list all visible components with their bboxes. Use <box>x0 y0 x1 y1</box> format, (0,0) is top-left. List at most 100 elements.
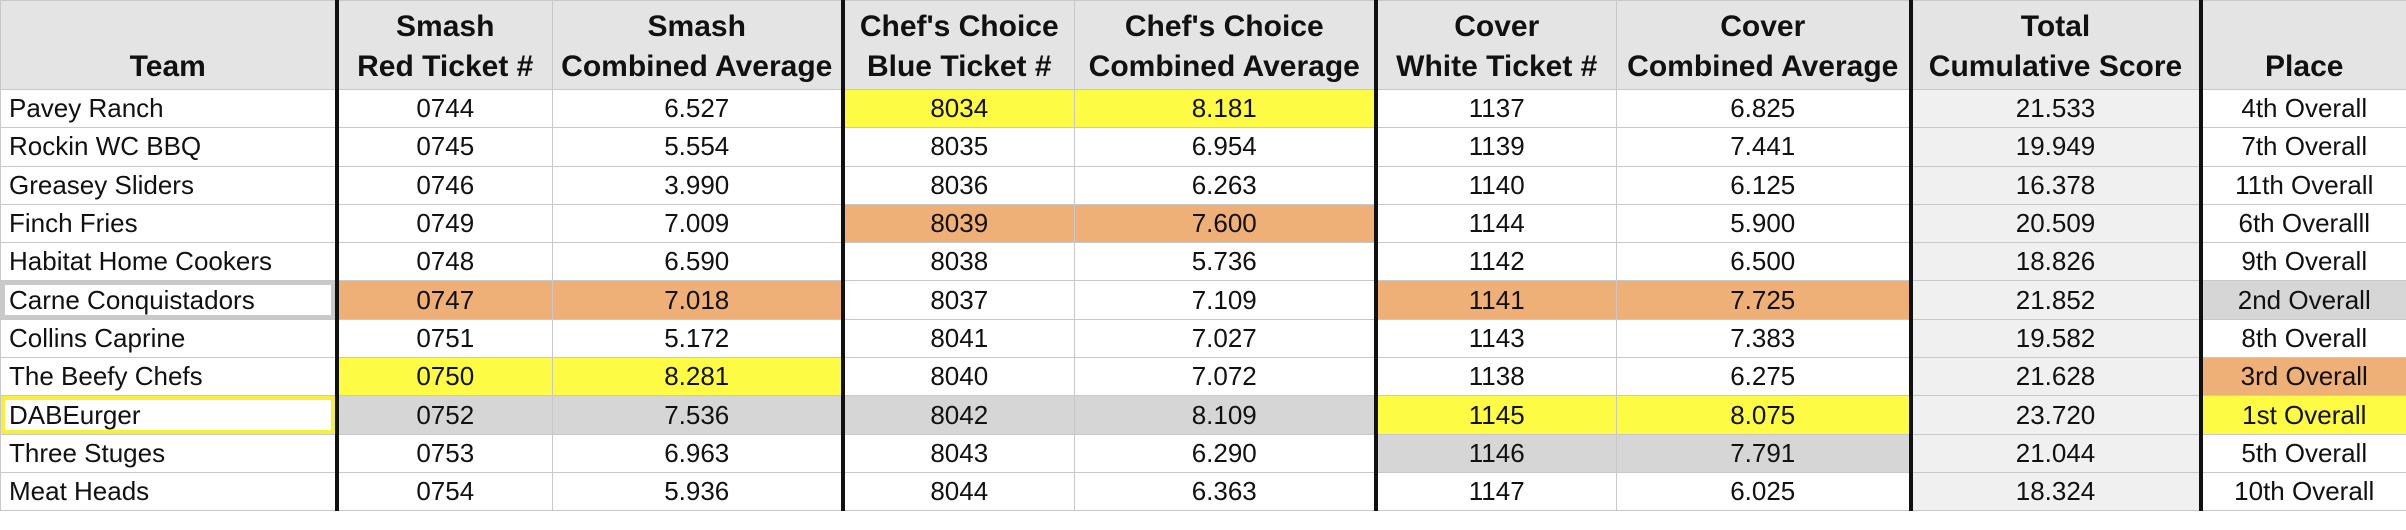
team-name: Habitat Home Cookers <box>0 242 339 282</box>
cell: 1141 <box>1375 280 1617 320</box>
table-body: Pavey Ranch 0744 6.527 8034 8.181 1137 6.825 21… <box>0 88 2406 512</box>
cell: 11th Overall <box>2200 165 2406 205</box>
cell: 21.852 <box>1910 280 2203 320</box>
team-name: Three Stuges <box>0 433 339 473</box>
header-row: Team Smash Red Ticket # Smash Combined Avera… <box>0 0 2406 90</box>
cell: 6.500 <box>1616 242 1913 282</box>
column-header: Place <box>2200 0 2406 90</box>
cell: 1147 <box>1375 471 1617 512</box>
team-row: Collins Caprine 0751 5.172 8041 7.027 1143 7.3… <box>0 318 2406 359</box>
cell: 1140 <box>1375 165 1617 205</box>
team-name: Meat Heads <box>0 471 339 512</box>
cell: 6.590 <box>552 242 845 282</box>
cell: 0750 <box>336 357 553 397</box>
cell: 1137 <box>1375 88 1617 129</box>
header-line: Total <box>2020 10 2091 43</box>
header-line: Red Ticket # <box>357 50 534 83</box>
team-name: Rockin WC BBQ <box>0 127 339 167</box>
cell: 0754 <box>336 471 553 512</box>
column-header: Total Cumulative Score <box>1910 0 2203 90</box>
cell: 9th Overall <box>2200 242 2406 282</box>
header-line: Place <box>2265 50 2344 83</box>
cell: 21.533 <box>1910 88 2203 129</box>
column-header: Cover Combined Average <box>1616 0 1913 90</box>
score-table: Team Smash Red Ticket # Smash Combined Avera… <box>0 0 2406 512</box>
cell: 6.963 <box>552 433 845 473</box>
cell: 6.954 <box>1074 127 1378 167</box>
cell: 7.383 <box>1616 318 1913 359</box>
header-line: Chef's Choice <box>859 10 1059 43</box>
cell: 0745 <box>336 127 553 167</box>
team-name: Carne Conquistadors <box>0 280 339 320</box>
cell: 8034 <box>842 88 1075 129</box>
cell: 0746 <box>336 165 553 205</box>
cell: 8042 <box>842 395 1075 435</box>
header-line: Team <box>129 50 206 83</box>
cell: 1143 <box>1375 318 1617 359</box>
header-line: Cumulative Score <box>1928 50 2183 83</box>
cell: 8036 <box>842 165 1075 205</box>
cell: 0749 <box>336 203 553 244</box>
cell: 1146 <box>1375 433 1617 473</box>
team-row: Carne Conquistadors 0747 7.018 8037 7.109 114… <box>0 280 2406 320</box>
cell: 2nd Overall <box>2200 280 2406 320</box>
cell: 7.009 <box>552 203 845 244</box>
cell: 5.172 <box>552 318 845 359</box>
cell: 6.527 <box>552 88 845 129</box>
cell: 7.018 <box>552 280 845 320</box>
header-line: Blue Ticket # <box>866 50 1052 83</box>
cell: 7.791 <box>1616 433 1913 473</box>
header-line: Smash <box>647 10 746 43</box>
cell: 8043 <box>842 433 1075 473</box>
cell: 6.025 <box>1616 471 1913 512</box>
cell: 3.990 <box>552 165 845 205</box>
header-line: Chef's Choice <box>1124 10 1324 43</box>
team-name: Collins Caprine <box>0 318 339 359</box>
team-row: Three Stuges 0753 6.963 8043 6.290 1146 7.791 2… <box>0 433 2406 473</box>
cell: 7.027 <box>1074 318 1378 359</box>
cell: 5.554 <box>552 127 845 167</box>
cell: 1142 <box>1375 242 1617 282</box>
cell: 7th Overall <box>2200 127 2406 167</box>
cell: 6.125 <box>1616 165 1913 205</box>
team-name: The Beefy Chefs <box>0 357 339 397</box>
team-row: Habitat Home Cookers 0748 6.590 8038 5.736 11… <box>0 242 2406 282</box>
cell: 0752 <box>336 395 553 435</box>
cell: 3rd Overall <box>2200 357 2406 397</box>
team-row: Pavey Ranch 0744 6.527 8034 8.181 1137 6.825 21… <box>0 88 2406 129</box>
cell: 6th Overalll <box>2200 203 2406 244</box>
column-header: Chef's Choice Blue Ticket # <box>842 0 1075 90</box>
team-row: Meat Heads 0754 5.936 8044 6.363 1147 6.025 18.… <box>0 471 2406 512</box>
cell: 1145 <box>1375 395 1617 435</box>
cell: 19.582 <box>1910 318 2203 359</box>
cell: 5.936 <box>552 471 845 512</box>
cell: 1138 <box>1375 357 1617 397</box>
cell: 6.825 <box>1616 88 1913 129</box>
cell: 8044 <box>842 471 1075 512</box>
team-row: The Beefy Chefs 0750 8.281 8040 7.072 1138 6.2… <box>0 357 2406 397</box>
cell: 0747 <box>336 280 553 320</box>
team-name: Pavey Ranch <box>0 88 339 129</box>
cell: 18.324 <box>1910 471 2203 512</box>
cell: 8040 <box>842 357 1075 397</box>
team-row: Greasey Sliders 0746 3.990 8036 6.263 1140 6.1… <box>0 165 2406 205</box>
cell: 21.044 <box>1910 433 2203 473</box>
cell: 1139 <box>1375 127 1617 167</box>
cell: 7.536 <box>552 395 845 435</box>
cell: 19.949 <box>1910 127 2203 167</box>
cell: 7.600 <box>1074 203 1378 244</box>
column-header: Team <box>0 0 339 90</box>
cell: 5th Overall <box>2200 433 2406 473</box>
cell: 5.736 <box>1074 242 1378 282</box>
header-line: Smash <box>396 10 495 43</box>
cell: 4th Overall <box>2200 88 2406 129</box>
team-name: Finch Fries <box>0 203 339 244</box>
cell: 18.826 <box>1910 242 2203 282</box>
team-name: DABEurger <box>0 395 339 435</box>
cell: 7.072 <box>1074 357 1378 397</box>
team-row: Finch Fries 0749 7.009 8039 7.600 1144 5.900 20… <box>0 203 2406 244</box>
cell: 10th Overall <box>2200 471 2406 512</box>
cell: 8039 <box>842 203 1075 244</box>
cell: 0751 <box>336 318 553 359</box>
